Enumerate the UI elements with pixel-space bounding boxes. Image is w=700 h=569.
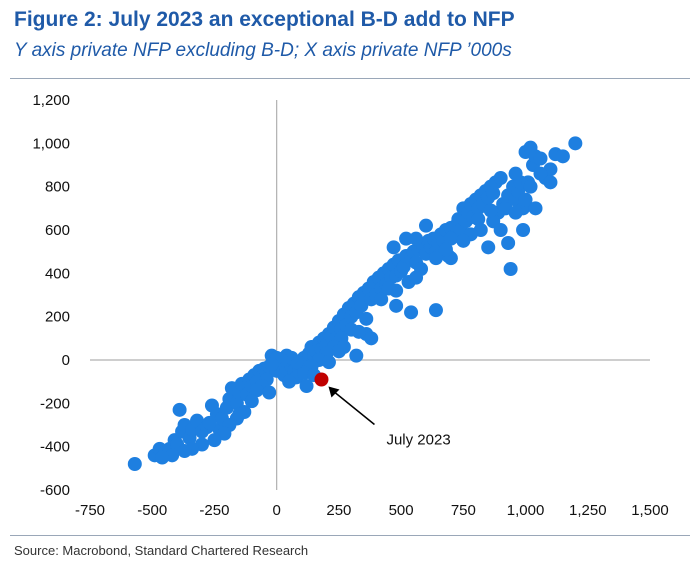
data-point [443,231,458,246]
data-point [282,374,297,389]
data-point [217,426,232,441]
x-tick-label: 500 [389,502,414,519]
data-point [359,311,374,326]
data-point [493,171,508,185]
data-point [481,240,496,255]
y-tick-label: 200 [45,309,70,326]
y-tick-label: 0 [62,352,70,369]
data-point [409,231,424,246]
data-point [321,355,336,370]
data-point [516,223,531,237]
y-tick-label: -600 [40,482,70,499]
annotation-arrow [331,389,375,426]
data-point [351,324,366,339]
data-point [177,444,192,458]
data-point [533,166,548,181]
data-point [232,407,247,422]
y-tick-label: 400 [45,265,70,282]
data-point [127,457,142,471]
data-point [523,179,538,194]
data-point [568,136,583,151]
data-point [419,218,433,233]
data-point [264,357,279,372]
y-tick-label: 800 [45,179,70,196]
highlight-point [314,372,329,387]
data-point [518,192,533,207]
data-point [155,450,170,465]
x-tick-label: 1,500 [631,502,669,519]
x-tick-label: 750 [451,502,476,519]
data-point [501,236,516,250]
x-tick-label: -500 [137,502,167,519]
data-point [374,292,389,307]
y-tick-label: 1,000 [32,135,70,152]
data-point [438,242,453,257]
data-points [127,136,583,471]
data-point [508,166,523,181]
data-point [262,385,277,400]
chart-subtitle: Y axis private NFP excluding B-D; X axis… [14,40,512,61]
data-point [190,413,205,428]
data-point [404,305,419,320]
data-point [471,212,486,227]
data-point [428,303,443,318]
data-point [172,402,187,417]
annotation: July 2023 [328,386,451,449]
data-point [486,186,501,201]
data-point [386,240,401,255]
data-point [389,298,404,313]
x-tick-label: 0 [272,502,280,519]
x-tick-label: 1,000 [507,502,545,519]
data-point [493,223,508,237]
axes [90,100,650,490]
data-point [336,340,351,354]
data-point [244,394,259,409]
source-note: Source: Macrobond, Standard Chartered Re… [14,543,309,558]
data-point [555,149,570,164]
data-point [528,201,543,216]
data-point [543,175,558,190]
chart-title: Figure 2: July 2023 an exceptional B-D a… [14,8,515,31]
data-point [533,151,548,166]
tick-labels: -750 -500 -250 0 250 500 750 1,000 1,250 1,500 1,2… [32,92,668,519]
data-point [456,233,471,248]
y-tick-label: -200 [40,395,70,412]
data-point [508,205,523,220]
data-point [249,383,264,398]
x-tick-label: 250 [326,502,351,519]
annotation-label: July 2023 [386,432,450,449]
data-point [483,203,498,218]
data-point [349,348,364,363]
x-tick-label: 1,250 [569,502,607,519]
y-tick-label: -400 [40,439,70,456]
annotation-arrowhead [328,386,340,398]
data-point [503,262,518,276]
bottom-divider [10,535,690,536]
data-point [381,281,396,296]
data-point [399,231,414,246]
y-tick-label: 600 [45,222,70,239]
top-divider [10,78,690,79]
scatter-chart: -750 -500 -250 0 250 500 750 1,000 1,250 1,500 1,2… [32,92,668,519]
data-point [207,433,222,448]
data-point [202,415,217,430]
y-tick-label: 1,200 [32,92,70,109]
data-point [409,270,424,285]
x-tick-label: -250 [199,502,229,519]
data-point [428,251,443,266]
data-point [354,298,369,313]
data-point [299,379,314,393]
data-point [364,331,379,346]
x-tick-label: -750 [75,502,105,519]
